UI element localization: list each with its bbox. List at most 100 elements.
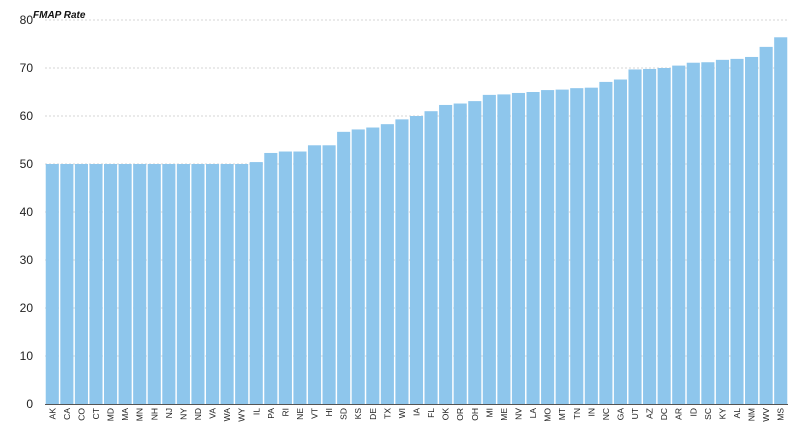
bar-ks <box>351 129 365 404</box>
x-tick-label: LA <box>528 408 538 419</box>
y-tick-label: 30 <box>20 253 34 267</box>
x-tick-label: WV <box>761 408 771 422</box>
x-tick-label: TX <box>382 408 392 419</box>
x-tick-label: RI <box>280 408 290 417</box>
y-tick-label: 60 <box>20 109 34 123</box>
bar-co <box>74 164 88 404</box>
y-tick-label: 50 <box>20 157 34 171</box>
x-tick-label: NV <box>513 408 523 420</box>
bar-la <box>526 92 540 404</box>
bar-il <box>249 162 263 404</box>
x-tick-label: ME <box>499 408 509 421</box>
bar-oh <box>468 101 482 405</box>
x-tick-label: UT <box>630 408 640 419</box>
bar-nc <box>599 81 613 405</box>
x-tick-label: VT <box>310 408 320 419</box>
bar-id <box>686 62 700 404</box>
x-tick-label: OR <box>455 408 465 421</box>
x-tick-label: OH <box>470 408 480 421</box>
y-tick-label: 80 <box>20 13 34 27</box>
x-tick-label: AR <box>674 408 684 420</box>
bars <box>45 37 788 405</box>
bar-ia <box>409 116 424 404</box>
bar-vt <box>307 145 322 404</box>
bar-pa <box>264 152 278 404</box>
y-tick-label: 70 <box>20 61 34 75</box>
x-tick-label: AZ <box>645 408 655 419</box>
bar-me <box>497 94 511 405</box>
x-tick-label: TN <box>572 408 582 419</box>
x-tick-label: NC <box>601 408 611 420</box>
x-tick-label: KS <box>353 408 363 420</box>
x-tick-label: SD <box>339 408 349 420</box>
bar-ar <box>672 65 686 404</box>
x-tick-label: NY <box>178 408 188 420</box>
x-tick-label: WY <box>237 408 247 422</box>
x-tick-label: MS <box>776 408 786 421</box>
x-tick-label: GA <box>615 408 625 421</box>
x-tick-label: FL <box>426 408 436 418</box>
bar-wy <box>235 164 249 404</box>
bar-sd <box>337 131 351 404</box>
bar-or <box>453 103 467 405</box>
x-tick-label: KY <box>717 408 727 420</box>
bar-nd <box>191 164 205 404</box>
bar-ny <box>176 164 190 404</box>
x-tick-label: MA <box>120 408 130 421</box>
bar-tx <box>380 124 394 404</box>
x-tick-label: CT <box>91 408 101 419</box>
x-tick-label: NE <box>295 408 305 420</box>
bar-ak <box>45 164 59 404</box>
y-axis-ticks: 0 10 20 30 40 50 60 70 80 <box>20 13 34 411</box>
bar-ne <box>293 151 307 404</box>
x-tick-label: NH <box>149 408 159 420</box>
bar-ok <box>439 104 453 405</box>
x-tick-label: AL <box>732 408 742 419</box>
bar-al <box>730 58 744 404</box>
bar-fl <box>424 111 438 404</box>
x-tick-label: ND <box>193 408 203 420</box>
bar-wi <box>395 119 409 405</box>
x-tick-label: WI <box>397 408 407 418</box>
bar-ct <box>89 164 103 404</box>
x-tick-label: DC <box>659 408 669 420</box>
bar-ca <box>60 164 74 404</box>
bar-mt <box>555 89 569 404</box>
x-tick-label: HI <box>324 408 334 417</box>
bar-tn <box>570 88 584 404</box>
bar-ky <box>715 59 729 405</box>
bar-ut <box>628 69 642 404</box>
x-tick-label: WA <box>222 408 232 422</box>
x-tick-label: AK <box>47 408 57 420</box>
bar-ms <box>774 37 788 404</box>
bar-sc <box>701 62 715 405</box>
x-tick-label: IN <box>586 408 596 417</box>
y-tick-label: 20 <box>20 301 34 315</box>
bar-nh <box>147 164 161 404</box>
bar-nm <box>745 56 759 405</box>
x-tick-label: OK <box>441 408 451 421</box>
bar-hi <box>322 145 336 404</box>
x-tick-label: MT <box>557 408 567 420</box>
bar-va <box>205 164 220 404</box>
x-tick-label: DE <box>368 408 378 420</box>
x-tick-label: MN <box>135 408 145 421</box>
bar-ma <box>118 164 132 404</box>
x-tick-label: PA <box>266 408 276 419</box>
bar-de <box>366 127 380 405</box>
bar-mi <box>482 94 496 404</box>
bar-ri <box>278 151 292 404</box>
x-tick-label: CO <box>76 408 86 421</box>
y-axis-label: FMAP Rate <box>33 10 86 21</box>
x-tick-label: MI <box>484 408 494 417</box>
bar-mn <box>133 164 147 404</box>
y-tick-label: 10 <box>20 349 34 363</box>
y-tick-label: 40 <box>20 205 34 219</box>
x-tick-label: CA <box>62 408 72 420</box>
bar-wv <box>759 46 773 404</box>
x-axis-ticks: AK CA CO CT MD MA MN NH NJ NY ND VA WA WY IL PA RI NE VT HI… <box>47 408 785 422</box>
bar-in <box>584 87 598 405</box>
bar-mo <box>541 90 555 404</box>
x-tick-label: IA <box>412 408 422 416</box>
